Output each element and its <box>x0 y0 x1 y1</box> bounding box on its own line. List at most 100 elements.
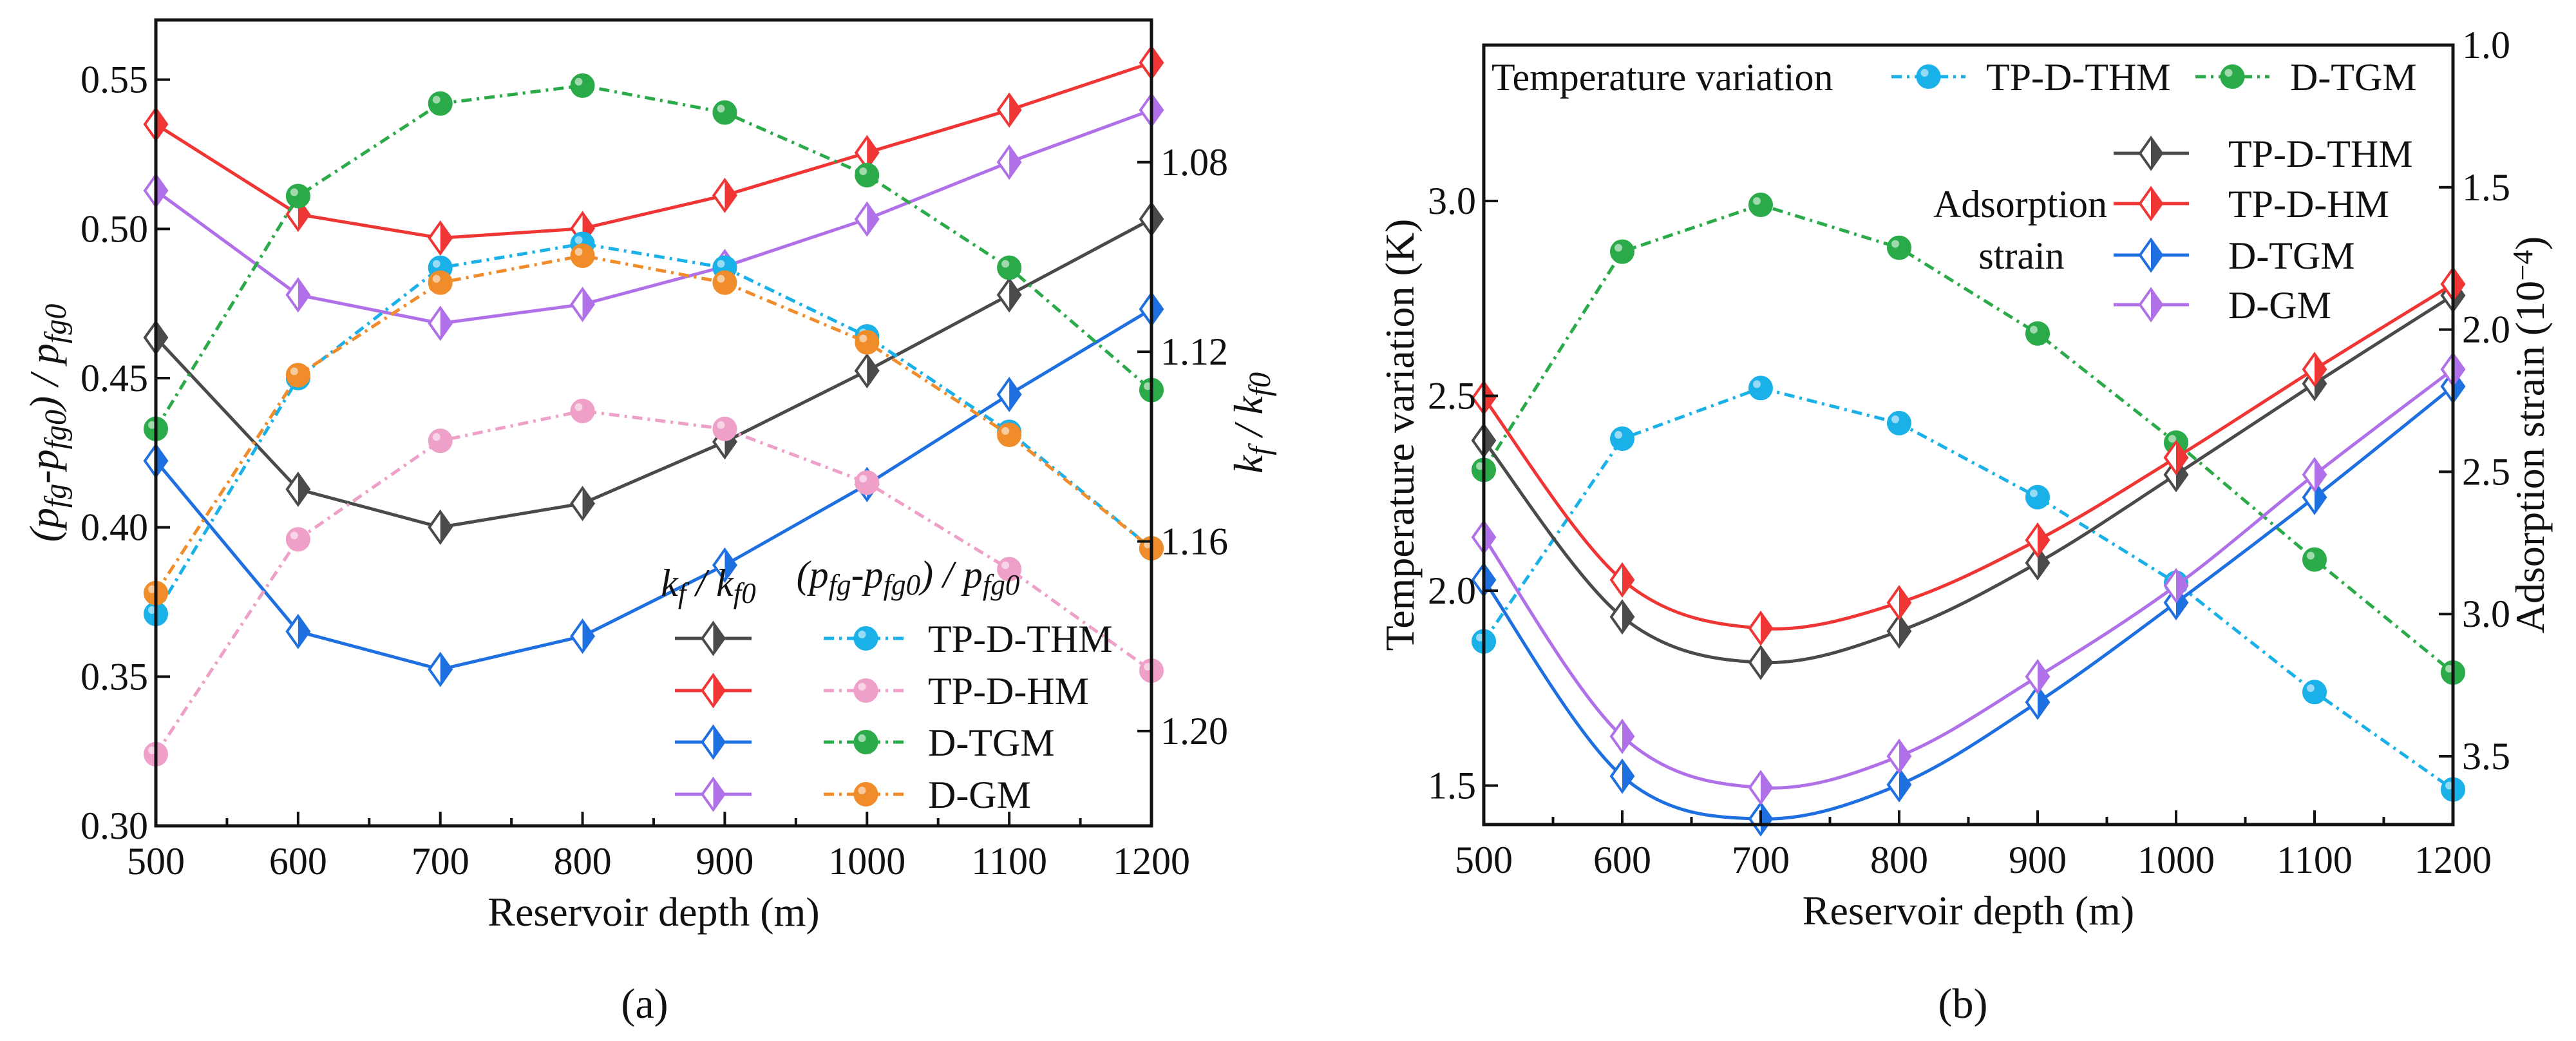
data-point-500-fill <box>1484 564 1495 596</box>
data-point-1100-fill <box>2315 459 2325 490</box>
data-point-500-fill <box>156 322 167 354</box>
data-point-600-highlight <box>290 531 298 540</box>
data-point-1200-fill <box>1151 204 1162 235</box>
data-point-500-fill <box>1484 521 1495 553</box>
y2-tick-label: 1.5 <box>2462 166 2510 209</box>
x-tick-label: 1000 <box>2137 839 2215 881</box>
legend-temperature-D-TGM-marker-highlight <box>2224 69 2233 77</box>
x-tick-label: 600 <box>269 840 327 883</box>
legend-pressure-D-TGM-marker <box>853 730 878 754</box>
data-point-700 <box>428 91 453 116</box>
y2-tick-label: 3.5 <box>2462 735 2510 778</box>
panel-label: (b) <box>1938 980 1988 1027</box>
x-tick-label: 1100 <box>2277 839 2353 881</box>
panel-label: (a) <box>621 980 668 1027</box>
series-adsorption-TP-D-HM <box>1471 266 2466 646</box>
data-point-900 <box>712 270 737 295</box>
series-line <box>155 108 1152 325</box>
data-point-700-fill <box>440 222 451 254</box>
data-point-700-fill <box>440 654 451 685</box>
data-point-700-fill <box>1761 772 1772 803</box>
data-point-700-highlight <box>1753 380 1761 388</box>
data-point-900-fill <box>724 180 736 211</box>
legend-label: TP-D-HM <box>2228 183 2389 225</box>
series-line <box>1482 386 2454 791</box>
data-point-600 <box>285 363 310 388</box>
x-tick-label: 1100 <box>971 840 1047 883</box>
y2-tick-label: 3.0 <box>2462 593 2510 635</box>
series-pressure-D-GM <box>144 244 1164 606</box>
data-point-500-highlight <box>148 585 156 593</box>
data-point-1200-fill <box>1151 293 1162 325</box>
data-point-900-fill <box>2038 524 2049 556</box>
data-point-700 <box>1748 376 1773 401</box>
y2-tick-label: 1.0 <box>2462 24 2510 66</box>
data-point-1100 <box>997 423 1022 448</box>
legend-kf-TP-D-THM-marker-fill <box>713 623 724 654</box>
legend-temperature-TP-D-THM-marker <box>1916 64 1941 89</box>
series-adsorption-D-GM <box>1471 351 2466 806</box>
data-point-900-fill <box>2038 547 2049 578</box>
data-point-700-highlight <box>432 260 440 268</box>
legend-label: D-GM <box>928 774 1031 816</box>
data-point-700-fill <box>440 511 451 543</box>
data-point-600-fill <box>1622 564 1633 596</box>
x-tick-label: 700 <box>412 840 469 883</box>
data-point-1000 <box>855 330 880 355</box>
data-point-1000-highlight <box>859 334 867 343</box>
data-point-700-fill <box>440 307 451 339</box>
data-point-800-highlight <box>1891 240 1899 248</box>
series-line <box>1482 385 2454 821</box>
x-axis-title: Reservoir depth (m) <box>1803 888 2134 933</box>
data-point-600 <box>285 527 310 552</box>
data-point-900-highlight <box>717 274 725 283</box>
legend-pressure-D-GM-marker-highlight <box>858 787 866 794</box>
legend-temperature-title: Temperature variation <box>1492 56 1833 99</box>
y-tick-label: 0.55 <box>80 59 148 101</box>
legend-pressure-D-GM-marker <box>853 782 878 807</box>
legend-adsorption-D-GM-marker-fill <box>2151 289 2162 320</box>
data-point-500-fill <box>1484 425 1495 456</box>
y2-tick-label: 2.5 <box>2462 450 2510 493</box>
data-point-1200-highlight <box>2445 781 2453 790</box>
data-point-700-fill <box>1761 647 1772 678</box>
y2-tick-label: 1.08 <box>1160 141 1228 184</box>
legend-label: TP-D-THM <box>2228 133 2413 175</box>
data-point-800-highlight <box>574 248 583 256</box>
x-tick-label: 700 <box>1732 839 1790 881</box>
series-line <box>155 61 1152 240</box>
x-tick-label: 900 <box>696 840 753 883</box>
legend: kf / kf0 (pfg-pfg0) / pfg0 TP-D-THM TP-D-HM… <box>661 553 1112 816</box>
y-tick-label: 2.0 <box>1428 569 1476 612</box>
data-point-900-fill <box>2038 687 2049 718</box>
data-point-800-fill <box>582 488 594 519</box>
data-point-500-highlight <box>148 421 156 429</box>
legend-adsorption-TP-D-HM-marker-fill <box>2151 188 2162 219</box>
legend-pressure-D-TGM-marker-highlight <box>858 734 866 742</box>
data-point-1200-fill <box>1151 47 1162 79</box>
y-tick-label: 0.45 <box>80 357 148 399</box>
data-point-800 <box>570 73 595 98</box>
data-point-800-highlight <box>1891 415 1899 423</box>
data-point-800-fill <box>582 620 594 652</box>
data-point-600 <box>285 184 310 209</box>
data-point-900 <box>2025 321 2050 346</box>
data-point-1200-fill <box>2453 268 2464 300</box>
chart-panel-b: 500 600 700 800 900 1000 1100 1200 1.5 2.0 2.5 3.0 1… <box>1377 24 2553 1027</box>
data-point-1200-highlight <box>1144 382 1151 390</box>
data-point-600 <box>1610 239 1634 264</box>
data-point-900-highlight <box>2030 489 2038 497</box>
x-tick-label: 1000 <box>828 840 905 883</box>
data-point-700-fill <box>1761 803 1772 835</box>
data-point-600-highlight <box>1615 431 1622 439</box>
data-point-1000 <box>855 470 880 495</box>
data-point-1000 <box>855 162 880 187</box>
legend-label: TP-D-THM <box>928 618 1113 660</box>
x-axis-title: Reservoir depth (m) <box>488 889 819 935</box>
data-point-1200-highlight <box>1144 663 1151 671</box>
data-point-800 <box>570 398 595 423</box>
legend-temperature-TP-D-THM-marker-highlight <box>1920 69 1929 77</box>
x-tick-label: 1200 <box>2414 839 2492 881</box>
y-tick-label: 2.5 <box>1428 375 1476 417</box>
data-point-800-fill <box>1899 769 1910 801</box>
